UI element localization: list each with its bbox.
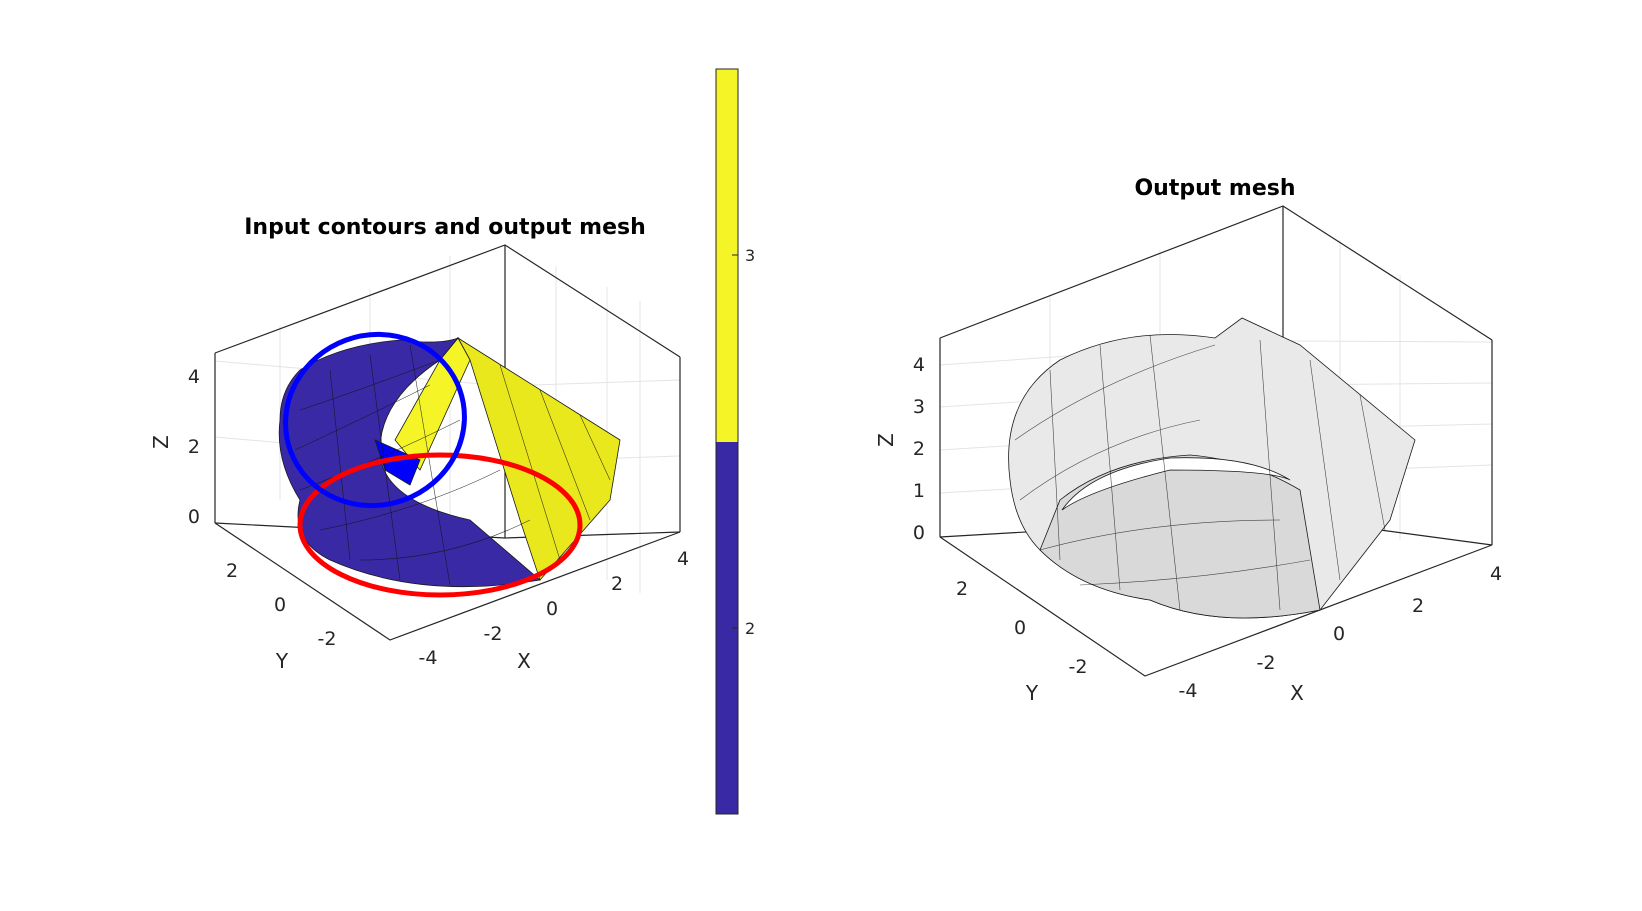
left-x-tick-1: -2: [484, 623, 503, 645]
left-z-tick-0: 0: [188, 506, 200, 528]
left-axes: Input contours and output mesh 0 2 4 Z 2…: [149, 215, 689, 673]
red-contour: [297, 452, 583, 598]
left-z-label: Z: [149, 435, 173, 449]
colorbar-band-2: [716, 442, 738, 814]
right-x-tick-0: -4: [1179, 680, 1198, 702]
right-y-tick-0: -2: [1069, 656, 1088, 678]
right-y-tick-2: 2: [956, 578, 968, 600]
right-z-label: Z: [874, 433, 898, 447]
blue-contour: [283, 331, 467, 509]
right-y-tick-1: 0: [1014, 617, 1026, 639]
right-x-tick-4: 4: [1490, 563, 1502, 585]
left-x-tick-4: 4: [677, 548, 689, 570]
right-surface: [1008, 317, 1416, 619]
right-z-tick-4: 4: [913, 354, 925, 376]
left-y-tick-0: -2: [318, 628, 337, 650]
right-mesh: [1014, 334, 1386, 611]
left-x-label: X: [517, 649, 531, 673]
colorbar-band-3: [716, 69, 738, 442]
right-z-tick-0: 0: [913, 522, 925, 544]
left-z-tick-2: 4: [188, 366, 200, 388]
colorbar-tick-3: 3: [745, 246, 755, 265]
right-z-tick-2: 2: [913, 438, 925, 460]
left-title: Input contours and output mesh: [244, 215, 646, 240]
left-y-tick-2: 2: [226, 560, 238, 582]
right-x-label: X: [1290, 681, 1304, 705]
right-y-label: Y: [1025, 681, 1039, 705]
right-x-tick-2: 0: [1333, 623, 1345, 645]
right-z-tick-3: 3: [913, 396, 925, 418]
left-mesh: [294, 344, 611, 586]
left-y-label: Y: [275, 649, 289, 673]
left-x-tick-2: 0: [546, 598, 558, 620]
colorbar-frame: [715, 68, 739, 815]
colorbar: 3 2: [715, 68, 755, 815]
right-title: Output mesh: [1134, 176, 1295, 201]
colorbar-tick-2: 2: [745, 619, 755, 638]
left-x-tick-0: -4: [419, 647, 438, 669]
right-x-tick-3: 2: [1412, 595, 1424, 617]
left-z-tick-1: 2: [188, 436, 200, 458]
left-x-tick-3: 2: [611, 573, 623, 595]
left-y-tick-1: 0: [274, 594, 286, 616]
right-axes: Output mesh 0 1 2 3 4 Z 2 0 -2 Y -4 -2 0…: [874, 176, 1502, 705]
right-z-tick-1: 1: [913, 480, 925, 502]
right-x-tick-1: -2: [1257, 652, 1276, 674]
